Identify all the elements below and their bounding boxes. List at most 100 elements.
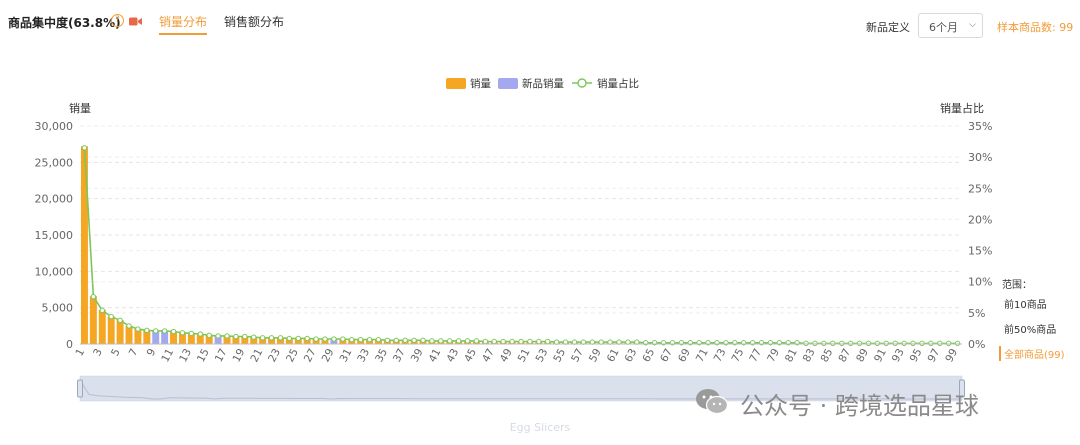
data-zoom-slider[interactable] [77, 375, 965, 402]
sales-share-point[interactable] [295, 335, 301, 342]
sales-share-point[interactable] [126, 323, 132, 329]
sales-share-point[interactable] [90, 293, 97, 300]
bar-sales[interactable] [294, 338, 302, 344]
sales-share-point[interactable] [268, 335, 275, 341]
sales-share-point[interactable] [259, 335, 266, 341]
sales-share-point[interactable] [536, 338, 542, 345]
question-circle-icon[interactable]: ? [111, 14, 124, 27]
sales-share-point[interactable] [331, 336, 337, 342]
legend-swatch-sales[interactable] [446, 78, 466, 89]
bar-sales[interactable] [125, 325, 133, 344]
range-top50pct[interactable]: 前50%商品 [1004, 325, 1057, 336]
bar-sales[interactable] [89, 296, 97, 344]
sales-share-point[interactable] [197, 331, 203, 337]
bar-sales[interactable] [107, 316, 115, 344]
sales-share-point[interactable] [420, 337, 426, 343]
sales-share-point[interactable] [464, 338, 471, 344]
bar-sales[interactable] [232, 336, 240, 344]
sales-share-point[interactable] [286, 335, 293, 342]
sales-share-point[interactable] [518, 338, 524, 345]
sales-share-point[interactable] [447, 338, 453, 344]
bar-sales[interactable] [187, 333, 195, 344]
bar-sales[interactable] [134, 328, 142, 344]
sales-share-point[interactable] [473, 338, 480, 344]
sales-share-point[interactable] [901, 340, 907, 347]
sales-share-point[interactable] [874, 340, 881, 347]
new-product-period-select[interactable]: 6个月 ⌵ [918, 13, 983, 38]
sales-share-point[interactable] [161, 328, 168, 334]
sales-share-point[interactable] [402, 337, 408, 343]
bar-sales[interactable] [205, 334, 213, 344]
tab-sales-distribution[interactable]: 销量分布 [159, 13, 208, 35]
bar-sales[interactable] [98, 309, 106, 344]
sales-share-point[interactable] [847, 340, 854, 347]
sales-share-point[interactable] [251, 334, 257, 340]
sales-share-point[interactable] [322, 336, 328, 342]
sales-share-point[interactable] [919, 340, 925, 347]
sales-share-point[interactable] [215, 333, 221, 339]
sales-share-point[interactable] [153, 328, 159, 334]
sales-share-point[interactable] [366, 336, 373, 343]
sales-share-point[interactable] [500, 338, 506, 345]
sales-share-line[interactable] [83, 147, 958, 345]
sales-share-point[interactable] [81, 145, 88, 151]
sales-share-point[interactable] [910, 340, 916, 347]
sales-share-point[interactable] [206, 332, 212, 338]
sales-share-point[interactable] [865, 340, 872, 347]
bar-new-product[interactable] [214, 335, 222, 344]
sales-share-point[interactable] [545, 338, 551, 345]
sales-share-point[interactable] [242, 333, 248, 340]
chart-legend[interactable]: 销量 新品销量 销量占比 [446, 77, 639, 90]
video-camera-icon[interactable] [129, 17, 142, 26]
range-top10[interactable]: 前10商品 [1004, 300, 1047, 311]
legend-swatch-new[interactable] [498, 78, 518, 89]
bar-new-product[interactable] [161, 330, 169, 344]
bar-sales[interactable] [250, 337, 258, 344]
bar-series[interactable] [80, 146, 962, 344]
sales-share-point[interactable] [883, 340, 889, 347]
bar-sales[interactable] [223, 336, 231, 344]
bar-sales[interactable] [80, 146, 88, 344]
bar-new-product[interactable] [152, 330, 160, 344]
line-series[interactable] [81, 145, 961, 347]
sales-share-point[interactable] [179, 330, 186, 336]
sales-share-point[interactable] [803, 340, 809, 347]
legend-label-sales[interactable]: 销量 [470, 77, 491, 90]
sales-share-point[interactable] [135, 326, 141, 332]
sales-share-point[interactable] [411, 337, 417, 343]
sales-share-point[interactable] [224, 333, 230, 339]
sales-share-point[interactable] [945, 340, 952, 347]
sales-share-point[interactable] [393, 337, 399, 343]
sales-share-point[interactable] [509, 338, 515, 345]
bar-sales[interactable] [241, 336, 249, 344]
bar-sales[interactable] [259, 337, 267, 344]
sales-share-point[interactable] [313, 336, 319, 342]
sales-share-point[interactable] [277, 335, 284, 341]
sales-share-point[interactable] [892, 340, 898, 347]
sales-share-point[interactable] [304, 335, 310, 342]
sales-share-point[interactable] [812, 340, 818, 347]
sales-share-point[interactable] [928, 340, 934, 347]
bar-sales[interactable] [268, 337, 276, 344]
bar-sales[interactable] [170, 331, 178, 344]
legend-label-new[interactable]: 新品销量 [522, 77, 564, 90]
zoom-handle-left[interactable] [77, 379, 83, 398]
sales-share-point[interactable] [117, 317, 123, 324]
sales-share-point[interactable] [357, 336, 364, 343]
bar-sales[interactable] [196, 334, 204, 344]
sales-share-point[interactable] [108, 313, 114, 320]
sales-share-point[interactable] [170, 328, 177, 335]
tab-revenue-distribution[interactable]: 销售额分布 [224, 15, 285, 29]
sales-share-point[interactable] [491, 338, 497, 345]
sales-share-point[interactable] [937, 340, 943, 347]
sales-share-point[interactable] [340, 336, 346, 342]
sales-share-point[interactable] [527, 338, 533, 345]
bar-sales[interactable] [276, 337, 284, 344]
legend-swatch-marker[interactable] [577, 78, 587, 88]
range-all[interactable]: 全部商品(99) [999, 346, 1065, 361]
bar-sales[interactable] [116, 320, 124, 344]
zoom-selection[interactable] [80, 376, 962, 401]
legend-label-share[interactable]: 销量占比 [597, 77, 639, 90]
sales-share-point[interactable] [954, 340, 961, 347]
sales-share-point[interactable] [99, 307, 105, 314]
